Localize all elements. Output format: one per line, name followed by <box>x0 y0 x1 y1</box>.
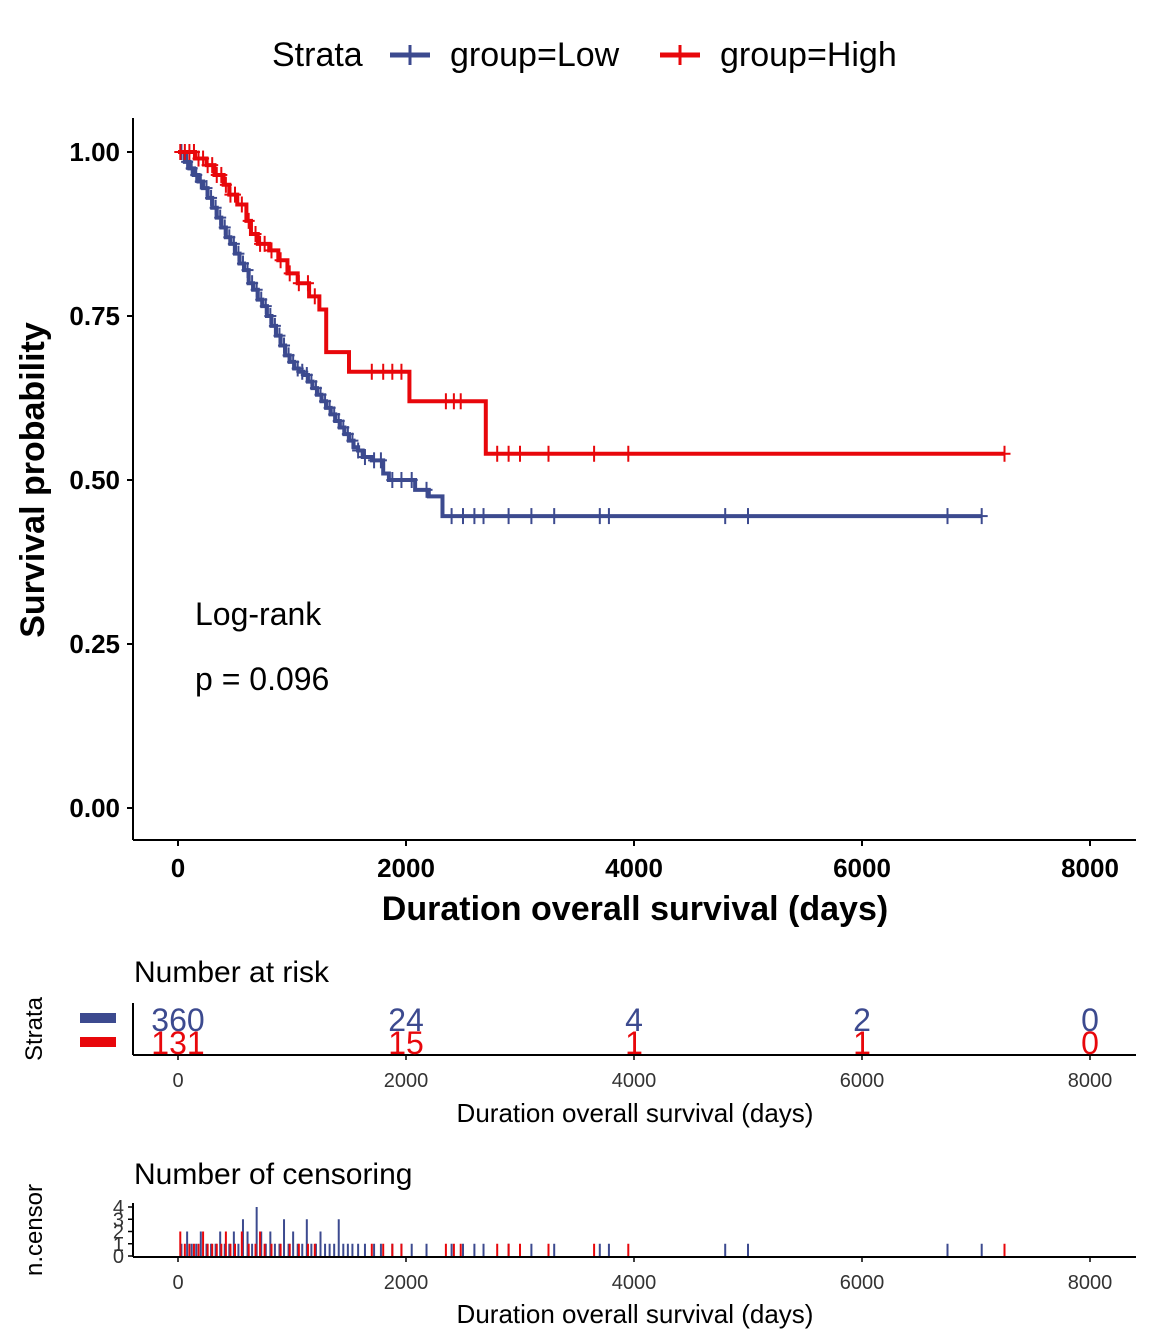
risk-value-low: 4 <box>625 1002 643 1038</box>
survival-series-high <box>174 144 1011 462</box>
censor-y-tick-label: 2 <box>113 1222 124 1244</box>
main-y-tick-label: 0.25 <box>69 629 120 659</box>
main-x-tick-label: 8000 <box>1061 853 1119 883</box>
censor-plot-title: Number of censoring <box>134 1158 412 1191</box>
survival-series-low <box>175 144 988 525</box>
risk-y-axis-title: Strata <box>21 996 48 1061</box>
censor-x-tick-label: 4000 <box>612 1272 657 1294</box>
legend: Strata group=Low group=High <box>272 36 897 74</box>
risk-x-tick-label: 6000 <box>840 1070 885 1092</box>
legend-item-high: group=High <box>660 36 897 74</box>
risk-value-high: 1 <box>853 1025 871 1061</box>
pvalue-label: p = 0.096 <box>195 661 329 697</box>
survival-curves <box>174 144 1011 525</box>
survival-plot: 0.00 0.25 0.50 0.75 1.00 0 2000 4000 6000 8000 L… <box>14 118 1136 928</box>
censor-y-tick-label: 1 <box>113 1234 124 1256</box>
survival-step-line <box>178 150 982 519</box>
legend-item-low: group=Low <box>390 36 620 74</box>
main-y-tick-label: 1.00 <box>69 137 120 167</box>
survival-step-line <box>178 150 1005 456</box>
risk-value-low: 360 <box>151 1002 204 1038</box>
logrank-label: Log-rank <box>195 596 322 632</box>
risk-table-title: Number at risk <box>134 956 330 989</box>
censor-bars <box>179 1207 1006 1256</box>
risk-x-tick-label: 8000 <box>1068 1070 1113 1092</box>
main-y-axis-title: Survival probability <box>14 322 52 638</box>
censor-x-tick-label: 0 <box>172 1272 183 1294</box>
censor-x-tick-label: 6000 <box>840 1272 885 1294</box>
risk-value-low: 24 <box>388 1002 424 1038</box>
censor-x-tick-label: 2000 <box>384 1272 429 1294</box>
censor-x-ticks: 0 2000 4000 6000 8000 <box>172 1257 1112 1294</box>
legend-label-low: group=Low <box>450 36 620 74</box>
censor-x-axis-title: Duration overall survival (days) <box>457 1299 814 1329</box>
risk-value-high: 0 <box>1081 1025 1099 1061</box>
risk-key-low <box>80 1013 116 1023</box>
censor-x-tick-label: 8000 <box>1068 1272 1113 1294</box>
censor-y-tick-label: 0 <box>113 1246 124 1268</box>
main-x-tick-label: 4000 <box>605 853 663 883</box>
risk-x-tick-label: 0 <box>172 1070 183 1092</box>
risk-value-low: 0 <box>1081 1002 1099 1038</box>
risk-value-low: 2 <box>853 1002 871 1038</box>
risk-value-high: 1 <box>625 1025 643 1061</box>
main-y-ticks: 0.00 0.25 0.50 0.75 1.00 <box>69 137 133 823</box>
main-x-axis-title: Duration overall survival (days) <box>382 890 888 928</box>
main-x-tick-label: 2000 <box>377 853 435 883</box>
censor-y-tick-label: 4 <box>113 1197 124 1219</box>
main-y-tick-label: 0.75 <box>69 301 120 331</box>
risk-key-high <box>80 1037 116 1047</box>
risk-x-axis-title: Duration overall survival (days) <box>457 1098 814 1128</box>
legend-title: Strata <box>272 36 363 74</box>
risk-x-tick-label: 2000 <box>384 1070 429 1092</box>
main-y-tick-label: 0.00 <box>69 793 120 823</box>
censor-y-axis-title: n.censor <box>21 1184 48 1276</box>
main-y-tick-label: 0.50 <box>69 465 120 495</box>
main-x-ticks: 0 2000 4000 6000 8000 <box>171 840 1119 883</box>
main-x-tick-label: 6000 <box>833 853 891 883</box>
risk-x-ticks: 0 2000 4000 6000 8000 <box>172 1055 1112 1092</box>
censor-y-tick-label: 3 <box>113 1209 124 1231</box>
risk-x-tick-label: 4000 <box>612 1070 657 1092</box>
main-x-tick-label: 0 <box>171 853 185 883</box>
legend-label-high: group=High <box>720 36 897 74</box>
